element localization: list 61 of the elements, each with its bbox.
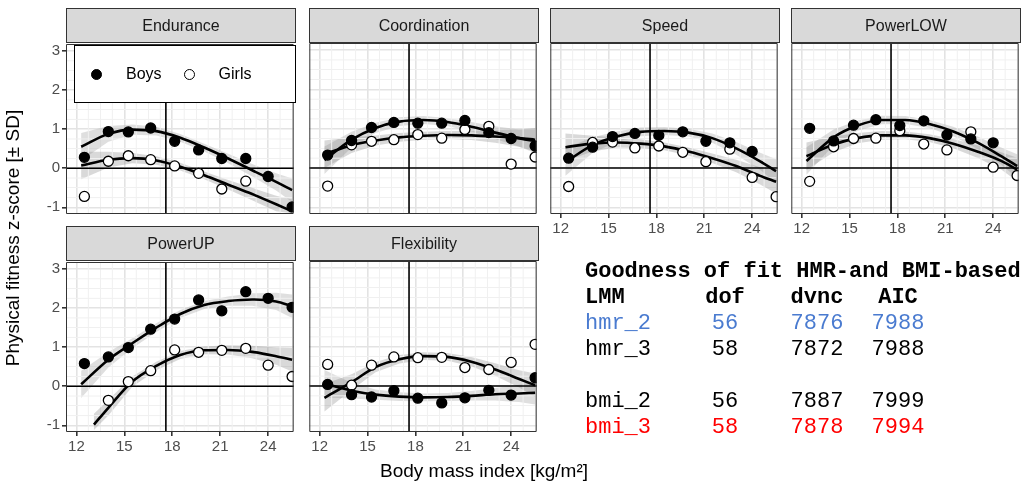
x-tick-label: 12 bbox=[68, 437, 85, 455]
x-tick-label: 24 bbox=[743, 219, 761, 237]
category-label: hmr_2 bbox=[585, 311, 652, 336]
text: 56 bbox=[711, 311, 739, 336]
y-tick-label: 0 bbox=[51, 376, 60, 394]
chart-title: Endurance bbox=[66, 8, 296, 43]
x-tick-label: 24 bbox=[502, 437, 520, 455]
x-tick-label: 15 bbox=[600, 219, 617, 237]
category-label: bmi_2 bbox=[585, 389, 652, 414]
x-tick-label: 12 bbox=[552, 219, 570, 237]
y-tick-label: 1 bbox=[51, 337, 60, 355]
text: 7887 bbox=[790, 389, 844, 414]
x-tick-label: 18 bbox=[889, 219, 906, 237]
chart-title: Flexibility bbox=[309, 226, 539, 261]
x-tick-label: 21 bbox=[936, 219, 954, 237]
text: 56 bbox=[711, 389, 739, 414]
category-label: AIC bbox=[878, 285, 918, 310]
chart-title: Speed bbox=[550, 8, 780, 43]
category-label: hmr_3 bbox=[585, 337, 652, 362]
x-tick-label: 15 bbox=[115, 437, 133, 455]
x-tick-label: 15 bbox=[359, 437, 376, 455]
x-tick-label: 24 bbox=[984, 219, 1002, 237]
y-tick-label: 2 bbox=[51, 298, 60, 316]
chart-title: PowerLOW bbox=[791, 8, 1021, 43]
y-tick-label: 1 bbox=[51, 119, 60, 137]
y-tick-label: 0 bbox=[51, 158, 60, 176]
text: 7872 bbox=[790, 337, 844, 362]
x-tick-label: 24 bbox=[259, 437, 277, 455]
chart-title: PowerUP bbox=[66, 226, 296, 261]
legend-label: Girls bbox=[218, 65, 252, 83]
x-tick-label: 18 bbox=[648, 219, 665, 237]
category-label: dof bbox=[704, 285, 746, 310]
x-tick-label: 15 bbox=[841, 219, 858, 237]
category-label: bmi_3 bbox=[585, 415, 652, 440]
text: 58 bbox=[711, 337, 739, 362]
chart-title: Coordination bbox=[309, 8, 539, 43]
text: 7878 bbox=[790, 415, 844, 440]
text: 7988 bbox=[871, 311, 925, 336]
y-axis-title: Physical fitness z-score [± SD] bbox=[2, 109, 24, 367]
text: 7994 bbox=[871, 415, 925, 440]
text: 7876 bbox=[790, 311, 844, 336]
x-tick-label: 18 bbox=[163, 437, 181, 455]
text: 7988 bbox=[871, 337, 925, 362]
x-tick-label: 21 bbox=[695, 219, 713, 237]
legend-label: Boys bbox=[126, 65, 162, 83]
category-label: LMM bbox=[585, 285, 625, 310]
text: Goodness of fit HMR-and BMI-based bbox=[585, 259, 1021, 284]
x-tick-label: 21 bbox=[211, 437, 229, 455]
y-tick-label: -1 bbox=[46, 197, 60, 215]
x-tick-label: 21 bbox=[454, 437, 472, 455]
y-tick-label: -1 bbox=[46, 415, 60, 433]
x-tick-label: 18 bbox=[407, 437, 424, 455]
category-label: dvnc bbox=[789, 285, 845, 310]
x-tick-label: 12 bbox=[311, 437, 329, 455]
x-tick-label: 12 bbox=[793, 219, 811, 237]
text: 7999 bbox=[871, 389, 925, 414]
y-tick-label: 3 bbox=[51, 41, 60, 59]
y-tick-label: 2 bbox=[51, 80, 60, 98]
text: 58 bbox=[711, 415, 739, 440]
y-tick-label: 3 bbox=[51, 259, 60, 277]
x-axis-title: Body mass index [kg/m²] bbox=[379, 460, 589, 482]
